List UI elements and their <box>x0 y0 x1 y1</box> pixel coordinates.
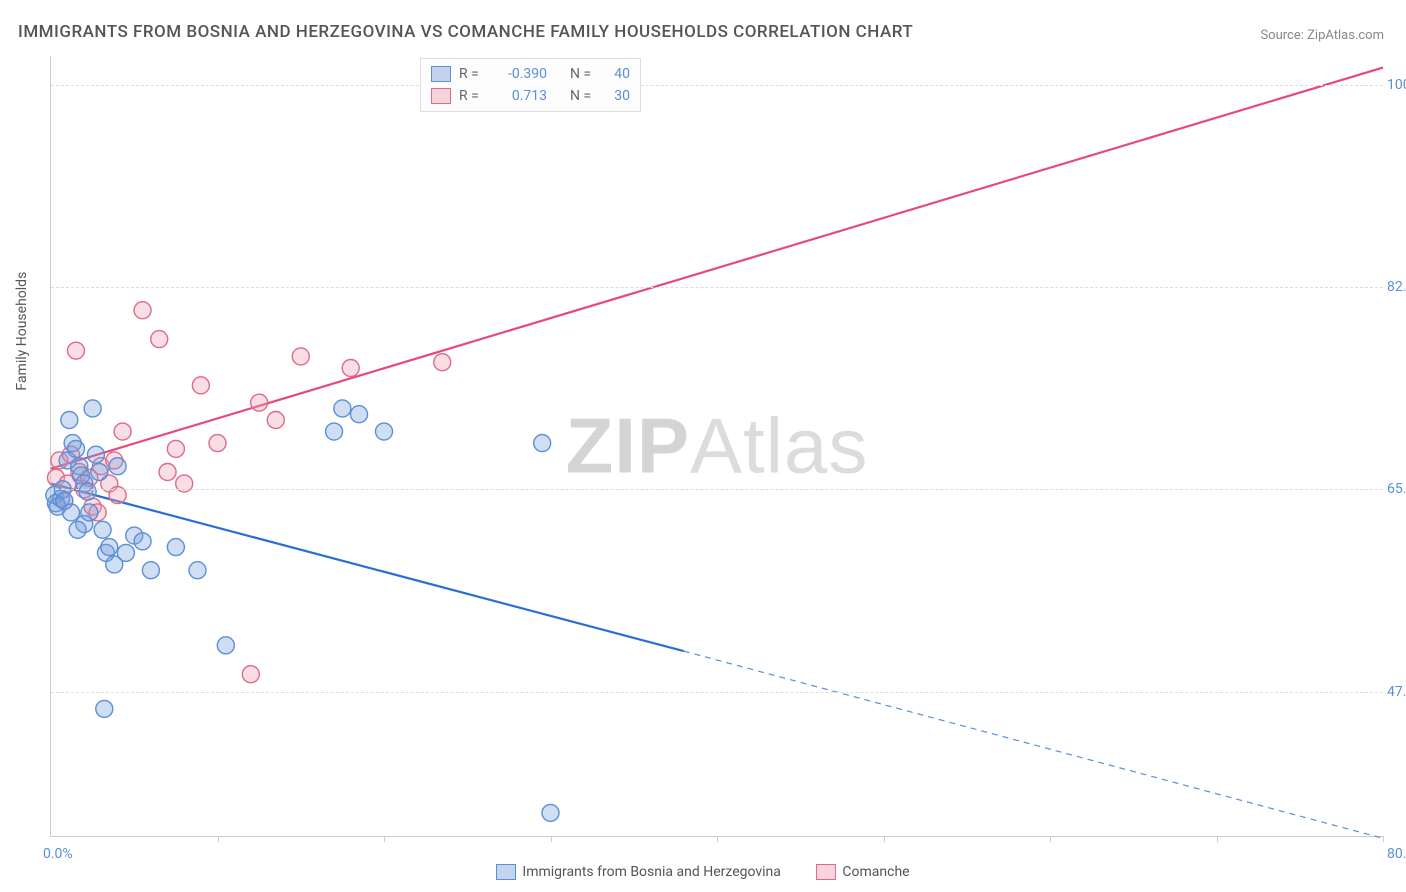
x-tick <box>1217 836 1218 842</box>
stats-legend: R = -0.390 N = 40 R = 0.713 N = 30 <box>420 58 641 112</box>
stats-row-series-b: R = 0.713 N = 30 <box>431 85 630 107</box>
x-tick <box>1050 836 1051 842</box>
swatch-pink-icon <box>816 864 836 880</box>
grid-line <box>51 692 1383 693</box>
x-tick <box>717 836 718 842</box>
stat-n-value-b: 30 <box>602 85 630 107</box>
source-value: ZipAtlas.com <box>1307 28 1384 43</box>
chart-title: IMMIGRANTS FROM BOSNIA AND HERZEGOVINA V… <box>18 22 913 42</box>
x-tick <box>218 836 219 842</box>
y-tick-label: 100.0% <box>1387 77 1406 93</box>
source-attribution: Source: ZipAtlas.com <box>1260 28 1384 43</box>
stat-r-value-b: 0.713 <box>491 85 547 107</box>
y-axis-title: Family Households <box>14 272 30 391</box>
x-tick <box>1383 836 1384 842</box>
grid-line <box>51 489 1383 490</box>
swatch-pink-icon <box>431 88 451 104</box>
stats-row-series-a: R = -0.390 N = 40 <box>431 63 630 85</box>
stat-n-label: N = <box>570 85 594 107</box>
x-axis-max-label: 80.0% <box>1387 846 1406 862</box>
series-legend: Immigrants from Bosnia and Herzegovina C… <box>0 864 1406 884</box>
x-tick <box>551 836 552 842</box>
stat-n-label: N = <box>570 63 594 85</box>
swatch-blue-icon <box>496 864 516 880</box>
legend-label-b: Comanche <box>842 864 909 880</box>
grid-line <box>51 85 1383 86</box>
y-tick-label: 65.0% <box>1387 481 1406 497</box>
legend-item-series-a: Immigrants from Bosnia and Herzegovina <box>496 864 781 880</box>
stat-r-value-a: -0.390 <box>491 63 547 85</box>
legend-item-series-b: Comanche <box>816 864 909 880</box>
source-label: Source: <box>1260 28 1303 43</box>
plot-area: ZIPAtlas 0.0% 80.0% 100.0%82.5%65.0%47.5… <box>50 56 1383 837</box>
y-tick-label: 47.5% <box>1387 684 1406 700</box>
x-axis-min-label: 0.0% <box>43 846 73 862</box>
x-tick <box>884 836 885 842</box>
grid-line <box>51 287 1383 288</box>
legend-label-a: Immigrants from Bosnia and Herzegovina <box>522 864 781 880</box>
stat-r-label: R = <box>459 63 483 85</box>
chart-svg <box>51 56 1383 836</box>
swatch-blue-icon <box>431 66 451 82</box>
x-tick <box>384 836 385 842</box>
stat-r-label: R = <box>459 85 483 107</box>
y-tick-label: 82.5% <box>1387 279 1406 295</box>
stat-n-value-a: 40 <box>602 63 630 85</box>
